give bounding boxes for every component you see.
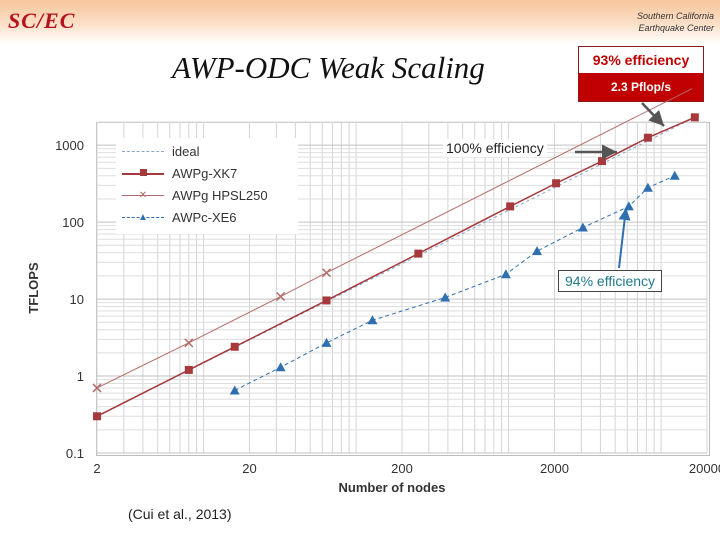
xe6-point [500, 269, 511, 279]
y-tick-label: 1 [77, 369, 84, 384]
chart-series [92, 88, 699, 421]
xk7-point [414, 249, 423, 258]
hpsl-point-stroke [92, 383, 102, 393]
scec-logo: SC/EC [8, 8, 76, 33]
xe6-point [669, 170, 680, 180]
callout-100-efficiency: 100% efficiency [443, 139, 547, 157]
hpsl-point-stroke [184, 338, 194, 348]
legend-label-xe6: AWPc-XE6 [172, 210, 237, 225]
xk7-point [322, 296, 331, 305]
x-tick-label: 2000 [540, 461, 569, 476]
legend-item-ideal: ideal [116, 142, 298, 162]
xe6-point [321, 337, 332, 347]
pflops-label: 2.3 Pflop/s [579, 73, 703, 101]
xe6-point [532, 246, 543, 256]
y-tick-label: 1000 [55, 138, 84, 153]
citation: (Cui et al., 2013) [128, 506, 232, 522]
hpsl-point [322, 268, 332, 278]
hpsl-point-stroke [276, 291, 286, 302]
hpsl-point [92, 383, 102, 393]
arrow-to-peak [641, 102, 665, 127]
hpsl-point [184, 338, 194, 348]
org-line-1: Southern California [636, 11, 714, 21]
legend-item-xe6: ▲ AWPc-XE6 [116, 208, 298, 228]
legend-line-xe6 [122, 217, 164, 218]
xk7-line [96, 116, 696, 417]
xe6-point [440, 292, 451, 302]
xk7-point [506, 202, 515, 211]
y-axis-label: TFLOPS [26, 262, 41, 314]
x-axis-label: Number of nodes [339, 480, 446, 495]
annotation-arrows [575, 102, 665, 269]
xe6-point [642, 182, 653, 192]
efficiency-box: 93% efficiency 2.3 Pflop/s [578, 46, 704, 102]
hpsl-line [96, 272, 327, 389]
chart-legend: ideal AWPg-XK7 ✕ AWPg HPSL250 ▲ AWPc-XE6 [116, 138, 298, 234]
y-tick-label: 0.1 [66, 446, 84, 461]
legend-marker-triangle: ▲ [138, 212, 148, 223]
slide-title: AWP-ODC Weak Scaling [172, 50, 485, 85]
hpsl-point [276, 291, 286, 302]
y-tick-label: 10 [70, 292, 84, 307]
xk7-point [552, 179, 561, 188]
efficiency-93-label: 93% efficiency [579, 47, 703, 73]
hpsl-point-stroke [322, 268, 332, 278]
xe6-point [367, 315, 378, 325]
callout-94-efficiency: 94% efficiency [558, 270, 663, 292]
legend-marker-x: ✕ [138, 190, 148, 201]
legend-marker-square [140, 169, 147, 176]
xk7-point [93, 412, 101, 421]
xk7-point [184, 365, 193, 374]
header-band [0, 0, 720, 44]
arrow-to-xe6 [618, 207, 631, 269]
xe6-point [275, 362, 286, 372]
xe6-point [577, 222, 588, 232]
x-tick-label: 2 [93, 461, 100, 476]
legend-label-hpsl: AWPg HPSL250 [172, 188, 268, 203]
y-tick-label: 100 [62, 215, 84, 230]
x-tick-label: 20 [242, 461, 256, 476]
hpsl-trend-line [326, 88, 693, 274]
legend-label-xk7: AWPg-XK7 [172, 166, 238, 181]
legend-item-xk7: AWPg-XK7 [116, 164, 298, 184]
xk7-point [643, 133, 652, 142]
xe6-point [229, 385, 240, 395]
x-tick-label: 200 [391, 461, 413, 476]
legend-line-hpsl [122, 195, 164, 196]
legend-label-ideal: ideal [172, 144, 200, 159]
legend-line-ideal [122, 151, 164, 152]
xk7-point [597, 157, 606, 166]
legend-item-hpsl: ✕ AWPg HPSL250 [116, 186, 298, 206]
organization-name: Southern California Earthquake Center [554, 10, 714, 34]
xk7-point [690, 113, 699, 122]
org-line-2: Earthquake Center [638, 23, 714, 33]
xk7-point [230, 342, 239, 351]
